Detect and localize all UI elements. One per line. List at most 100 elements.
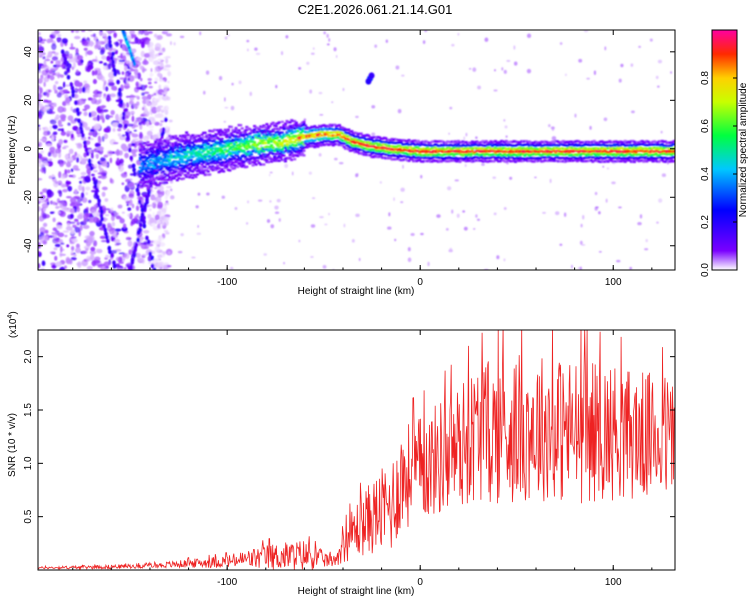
- heat-cell-ridge: [456, 152, 460, 155]
- heat-cell-ridge: [151, 159, 155, 162]
- heat-cell-ridge: [148, 184, 152, 188]
- heat-cell-ridge: [271, 138, 275, 141]
- heat-cell-ridge: [205, 136, 209, 139]
- heat-cell-ridge: [336, 143, 340, 146]
- heat-cell-ridge: [524, 148, 528, 151]
- heat-cell-speck: [371, 132, 376, 136]
- heat-cell-noise: [66, 169, 71, 174]
- heat-cell-ridge: [415, 159, 419, 163]
- heat-cell-ridge: [197, 134, 201, 138]
- heat-cell-ridge: [274, 152, 278, 156]
- heat-cell-ridge: [353, 137, 357, 140]
- heat-cell-speck: [526, 68, 532, 74]
- heat-cell-ridge: [180, 140, 184, 143]
- heat-cell-ridge: [518, 143, 522, 146]
- heat-cell-ridge: [597, 147, 601, 150]
- heat-cell-ridge: [402, 151, 406, 155]
- heat-cell-ridge: [280, 126, 284, 129]
- heat-cell-ridge: [322, 139, 326, 143]
- heat-cell-ridge: [657, 155, 661, 159]
- heat-cell-ridge: [321, 124, 325, 127]
- heat-cell-ridge: [575, 149, 579, 152]
- heat-cell-ridge: [180, 138, 184, 141]
- heat-cell-ridge: [334, 139, 338, 143]
- heat-cell-ridge: [334, 131, 338, 134]
- heat-cell-ridge: [549, 156, 553, 160]
- heat-cell-ridge: [339, 143, 343, 146]
- heat-cell-speck: [227, 34, 230, 37]
- heat-cell-speck: [323, 31, 326, 35]
- heat-cell-ridge: [557, 152, 561, 155]
- heat-cell-noise: [109, 157, 113, 164]
- heat-cell-ridge: [174, 175, 178, 178]
- heat-cell-ridge: [217, 137, 221, 141]
- heat-cell-noise: [115, 215, 121, 220]
- heat-cell-speck: [449, 106, 453, 110]
- heat-cell-noise: [96, 90, 103, 95]
- heat-cell-ridge: [216, 153, 220, 157]
- heat-cell-ridge: [220, 161, 224, 164]
- heat-cell-streak: [142, 219, 146, 225]
- heat-cell-ridge: [483, 156, 487, 159]
- heat-cell-noise: [149, 72, 153, 78]
- heat-cell-ridge: [393, 158, 397, 161]
- heat-cell-ridge: [220, 168, 224, 171]
- heat-cell-speck: [631, 110, 635, 114]
- heat-cell-ridge: [253, 157, 257, 160]
- heat-cell-ridge: [151, 145, 155, 149]
- heat-cell-ridge: [648, 147, 652, 150]
- heat-cell-noise: [57, 211, 61, 214]
- heat-cell-ridge: [341, 142, 345, 145]
- heat-cell-ridge: [276, 136, 280, 139]
- heat-cell-ridge: [663, 152, 667, 155]
- heat-cell-ridge: [212, 155, 216, 158]
- heat-cell-ridge: [178, 170, 182, 174]
- heat-cell-ridge: [498, 160, 502, 163]
- heat-cell-ridge: [578, 149, 582, 153]
- heat-cell-noise: [113, 142, 119, 145]
- heat-cell-ridge: [446, 140, 450, 143]
- heat-cell-ridge: [537, 156, 541, 160]
- spectrogram-x-tick-label: 100: [605, 277, 622, 288]
- heat-cell-noise: [49, 146, 56, 153]
- heat-cell-ridge: [163, 153, 167, 156]
- heat-cell-ridge: [166, 149, 170, 153]
- heat-cell-ridge: [463, 157, 467, 160]
- heat-cell-ridge: [617, 144, 621, 147]
- heat-cell-ridge: [480, 140, 484, 144]
- heat-cell-noise: [129, 95, 136, 98]
- heat-cell-ridge: [297, 134, 301, 138]
- heat-cell-ridge: [378, 152, 382, 155]
- heat-cell-noise: [119, 77, 125, 80]
- heat-cell-ridge: [379, 155, 383, 158]
- heat-cell-ridge: [254, 133, 258, 137]
- heat-cell-noise: [115, 113, 119, 121]
- heat-cell-ridge: [314, 136, 318, 139]
- heat-cell-ridge: [206, 138, 210, 142]
- heat-cell-ridge: [588, 159, 592, 162]
- heat-cell-noise: [153, 33, 158, 38]
- heat-cell-ridge: [492, 147, 496, 150]
- heat-cell-noise: [86, 265, 93, 270]
- heat-cell-noise: [103, 93, 107, 97]
- heat-cell-noise: [130, 149, 137, 155]
- heat-cell-ridge: [582, 141, 586, 144]
- heat-cell-ridge: [243, 154, 247, 157]
- heat-cell-speck: [629, 266, 633, 270]
- heat-cell-ridge: [351, 146, 355, 150]
- heat-cell-ridge: [603, 144, 607, 147]
- heat-cell-ridge: [484, 147, 488, 151]
- heat-cell-ridge: [310, 129, 314, 133]
- heat-cell-noise: [150, 196, 157, 201]
- heat-cell-ridge: [324, 125, 328, 128]
- heat-cell-noise: [54, 71, 60, 75]
- heat-cell-streak: [132, 167, 136, 173]
- heat-cell-ridge: [291, 153, 295, 156]
- heat-cell-ridge: [149, 170, 153, 173]
- heat-cell-noise: [38, 152, 43, 159]
- heat-cell-ridge: [376, 149, 380, 152]
- heat-cell-noise: [123, 195, 130, 202]
- heat-cell-ridge: [282, 127, 286, 131]
- heat-cell-speck: [195, 205, 199, 209]
- heat-cell-ridge: [277, 121, 281, 124]
